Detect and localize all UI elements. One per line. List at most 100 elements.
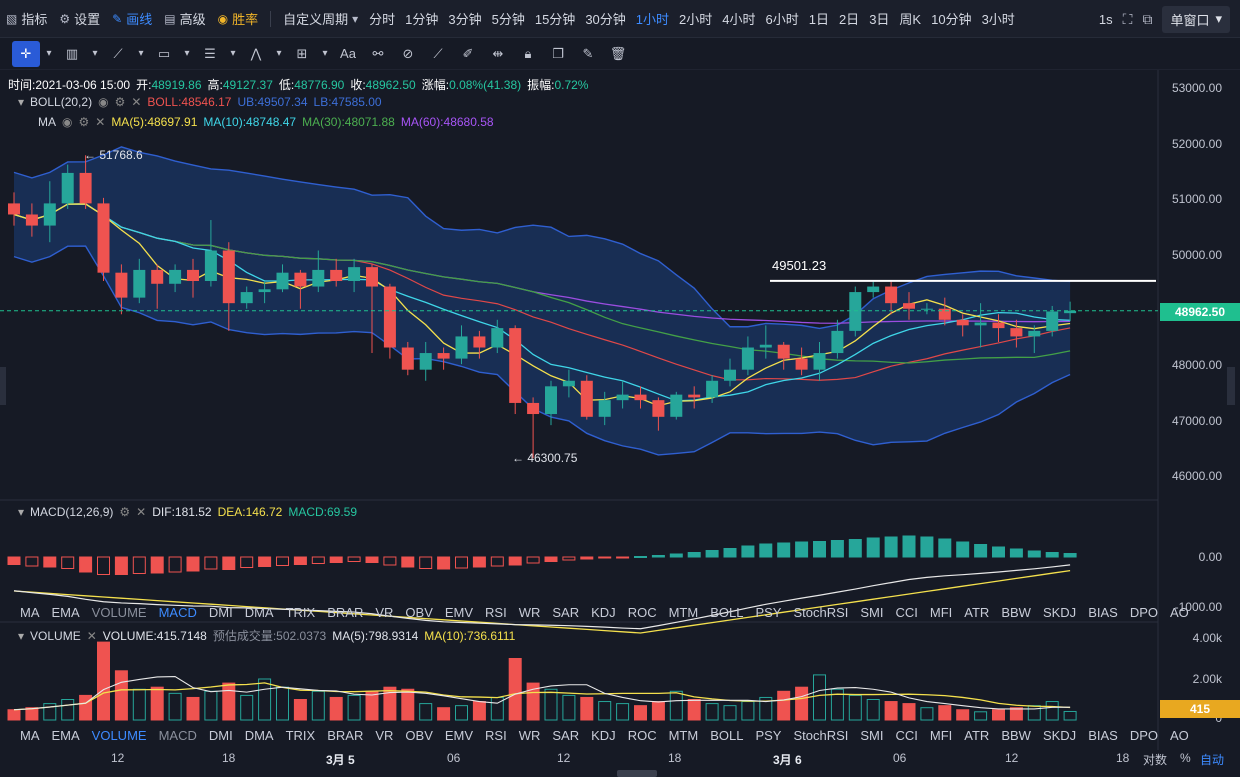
text-tool-icon[interactable]: Aa [340,46,356,61]
rectangle-tool-icon[interactable]: ▭ [157,45,171,61]
indicator-tab-sar[interactable]: SAR [552,727,580,743]
chart-area[interactable] [0,70,1240,777]
indicator-tab-roc[interactable]: ROC [627,727,657,743]
dropdown-caret-icon[interactable]: ▾ [184,48,190,59]
gear-icon[interactable]: ⚙ [119,505,131,519]
bar-style-icon[interactable]: ▥ [65,45,79,61]
indicator-tab-obv[interactable]: OBV [405,727,433,743]
period-tab[interactable]: 周K [899,12,922,27]
log-scale-toggle[interactable]: 对数 [1143,753,1168,767]
trash-icon[interactable]: 🗑︎ [609,45,627,61]
indicator-tab-wr[interactable]: WR [518,604,541,620]
copy-icon[interactable]: ❐ [552,45,564,61]
auto-scale-toggle[interactable]: 自动 [1200,753,1225,767]
indicator-tab-bias[interactable]: BIAS [1088,727,1118,743]
period-tab[interactable]: 4小时 [722,12,756,27]
indicator-tab-skdj[interactable]: SKDJ [1042,604,1077,620]
indicator-tab-atr[interactable]: ATR [964,604,990,620]
indicators-button[interactable]: ▧ 指标 [6,11,48,28]
indicator-tab-kdj[interactable]: KDJ [591,727,616,743]
popout-icon[interactable]: ⧉ [1142,10,1153,27]
period-tab[interactable]: 5分钟 [491,12,525,27]
indicator-tab-emv[interactable]: EMV [444,604,474,620]
period-tab[interactable]: 6小时 [765,12,799,27]
right-collapse-handle[interactable] [1227,367,1235,405]
collapse-icon[interactable]: ▾ [18,505,25,519]
period-tab[interactable]: 3日 [869,12,890,27]
indicator-tab-roc[interactable]: ROC [627,604,657,620]
settings-button[interactable]: ⚙ 设置 [59,11,101,28]
advanced-button[interactable]: ▤ 高级 [164,11,206,28]
indicator-tab-cci[interactable]: CCI [895,604,918,620]
indicator-tab-ema[interactable]: EMA [51,727,80,743]
dropdown-caret-icon[interactable]: ▾ [322,48,328,59]
gear-icon[interactable]: ⚙ [78,115,90,129]
dropdown-caret-icon[interactable]: ▾ [92,48,98,59]
measure-tool-icon[interactable]: ⊞ [296,45,308,61]
indicator-tab-stochrsi[interactable]: StochRSI [793,604,849,620]
period-tab[interactable]: 3分钟 [448,12,482,27]
indicator-tab-dmi[interactable]: DMI [208,727,233,743]
dropdown-caret-icon[interactable]: ▾ [46,48,52,59]
window-mode-select[interactable]: 单窗口 ▾ [1162,5,1230,33]
custom-period-dropdown[interactable]: 自定义周期 ▾ [283,11,359,28]
dropdown-caret-icon[interactable]: ▾ [230,48,236,59]
close-icon[interactable]: ✕ [131,95,142,109]
period-tab[interactable]: 1小时 [635,12,670,27]
indicator-tab-ao[interactable]: AO [1169,727,1189,743]
refresh-interval[interactable]: 1s [1098,11,1113,27]
indicator-tab-kdj[interactable]: KDJ [591,604,616,620]
winrate-button[interactable]: ◉ 胜率 [217,11,259,28]
period-tab[interactable]: 1分钟 [405,12,439,27]
indicator-tab-cci[interactable]: CCI [895,727,918,743]
indicator-tab-macd[interactable]: MACD [158,727,197,743]
gear-icon[interactable]: ⚙ [114,95,126,109]
edit-icon[interactable]: ✎ [582,45,594,61]
period-tab[interactable]: 3小时 [981,12,1015,27]
indicator-tab-obv[interactable]: OBV [405,604,433,620]
percent-toggle[interactable]: % [1180,751,1191,765]
period-tab[interactable]: 1日 [808,12,829,27]
close-icon[interactable]: ✕ [86,629,97,643]
indicator-tab-ma[interactable]: MA [20,604,40,620]
indicator-tab-macd[interactable]: MACD [158,604,197,620]
price-chart[interactable] [0,70,1240,777]
period-tab[interactable]: 10分钟 [931,12,972,27]
dropdown-caret-icon[interactable]: ▾ [276,48,282,59]
indicator-tab-ao[interactable]: AO [1169,604,1189,620]
dropdown-caret-icon[interactable]: ▾ [138,48,144,59]
indicator-tab-psy[interactable]: PSY [755,604,782,620]
magnet-icon[interactable]: ⚯ [372,45,384,61]
hide-drawings-icon[interactable]: ⊘ [402,45,414,61]
indicator-tab-volume[interactable]: VOLUME [91,727,147,743]
indicator-tab-mfi[interactable]: MFI [929,604,953,620]
crosshair-tool-icon[interactable]: ✛ [12,40,40,67]
indicator-tab-bias[interactable]: BIAS [1088,604,1118,620]
indicator-tab-boll[interactable]: BOLL [710,727,744,743]
indicator-tab-volume[interactable]: VOLUME [91,604,147,620]
indicator-tab-brar[interactable]: BRAR [327,727,364,743]
indicator-tab-dpo[interactable]: DPO [1129,604,1158,620]
indicator-tab-brar[interactable]: BRAR [327,604,364,620]
indicator-tab-atr[interactable]: ATR [964,727,990,743]
fullscreen-icon[interactable]: ⛶ [1122,10,1133,27]
close-icon[interactable]: ✕ [95,115,106,129]
indicator-tab-ema[interactable]: EMA [51,604,80,620]
period-tab[interactable]: 15分钟 [534,12,576,27]
indicator-tab-trix[interactable]: TRIX [285,727,316,743]
draw-button[interactable]: ✎ 画线 [112,11,153,28]
indicator-tab-skdj[interactable]: SKDJ [1042,727,1077,743]
lock-icon[interactable]: 🔒︎ [524,45,532,61]
indicator-tab-mtm[interactable]: MTM [668,604,699,620]
indicator-tab-smi[interactable]: SMI [860,727,884,743]
eye-icon[interactable]: ◉ [62,115,73,129]
link-icon[interactable]: ⇹ [492,45,504,61]
eye-icon[interactable]: ◉ [98,95,109,109]
collapse-icon[interactable]: ▾ [18,629,25,643]
ruler-icon[interactable]: ⟋ [433,45,443,61]
indicator-tab-dma[interactable]: DMA [244,604,274,620]
indicator-tab-boll[interactable]: BOLL [710,604,744,620]
indicator-tab-sar[interactable]: SAR [552,604,580,620]
period-tab[interactable]: 分时 [369,12,396,27]
indicator-tab-emv[interactable]: EMV [444,727,474,743]
